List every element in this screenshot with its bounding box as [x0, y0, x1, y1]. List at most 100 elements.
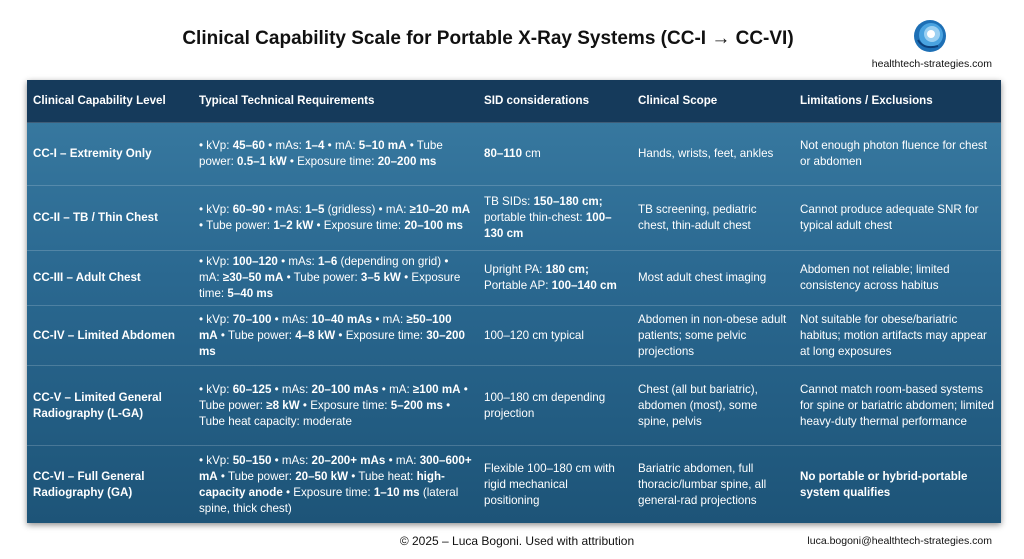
site-url: healthtech-strategies.com [871, 58, 992, 70]
cell-text-bold: 30–200 ms [199, 328, 465, 358]
cell-text: Not suitable for obese/bariatric habitus… [800, 312, 987, 358]
cell-text: • mAs: [264, 203, 306, 217]
cell-text: • Tube power: [217, 328, 296, 342]
table-cell: Upright PA: 180 cm; Portable AP: 100–140… [478, 250, 632, 306]
cell-text: Chest (all but bariatric), abdomen (most… [638, 382, 758, 428]
cell-text: • Tube power: [199, 219, 274, 233]
cell-text-bold: ≥10–20 mA [409, 203, 471, 217]
cell-text: Bariatric abdomen, full thoracic/lumbar … [638, 461, 767, 507]
table-cell: CC-V – Limited General Radiography (L-GA… [27, 365, 193, 446]
logo [914, 20, 946, 52]
cell-text: Cannot match room-based systems for spin… [800, 382, 994, 428]
cell-text: • Tube heat capacity: moderate [199, 398, 451, 428]
table-row: CC-III – Adult Chest • kVp: 100–120 • mAs… [27, 250, 1001, 306]
cell-text-bold: 1–5 [305, 203, 325, 217]
capability-table: Clinical Capability Level Typical Technic… [27, 80, 1001, 523]
table-cell: No portable or hybrid-portable system qu… [794, 445, 1001, 523]
cell-text-bold: ≥8 kW [266, 398, 300, 412]
cell-text-bold: 50–150 [232, 453, 272, 467]
column-header: SID considerations [478, 80, 632, 123]
cell-text-bold: 100–120 [232, 255, 278, 269]
header-row: Clinical Capability Level Typical Technic… [27, 80, 1001, 123]
column-header: Limitations / Exclusions [794, 80, 1001, 123]
cell-text: • mAs: [277, 255, 318, 269]
cell-text: cm [522, 147, 541, 161]
table-row: CC-II – TB / Thin Chest • kVp: 60–90 • mA… [27, 185, 1001, 251]
table-cell: Most adult chest imaging [632, 250, 794, 306]
cell-text-bold: 100–130 cm [484, 211, 612, 241]
column-header: Clinical Capability Level [27, 80, 193, 123]
table-cell: Not enough photon fluence for chest or a… [794, 121, 1001, 186]
cell-text: • kVp: [199, 312, 233, 326]
table-cell: • kVp: 60–90 • mAs: 1–5 (gridless) • mA:… [193, 185, 478, 251]
cell-text: TB SIDs: [484, 195, 534, 209]
cell-text-bold: 1–4 [305, 139, 325, 153]
cell-text-bold: 10–40 mAs [311, 312, 373, 326]
table-cell: • kVp: 45–60 • mAs: 1–4 • mA: 5–10 mA • … [193, 121, 478, 186]
cell-text-bold: CC-V – Limited General Radiography (L-GA… [33, 390, 162, 420]
cell-text-bold: high-capacity anode [199, 469, 445, 499]
cell-text: (depending on grid) • mA: [199, 255, 449, 285]
cell-text: • Exposure time: [286, 155, 378, 169]
cell-text-bold: CC-IV – Limited Abdomen [33, 328, 175, 342]
table-cell: • kVp: 60–125 • mAs: 20–100 mAs • mA: ≥1… [193, 365, 478, 446]
cell-text-bold: 60–125 [232, 382, 272, 396]
table-cell: Hands, wrists, feet, ankles [632, 121, 794, 186]
cell-text-bold: CC-II – TB / Thin Chest [33, 211, 158, 225]
table-cell: Abdomen not reliable; limited consistenc… [794, 250, 1001, 306]
table-cell: Flexible 100–180 cm with rigid mechanica… [478, 445, 632, 523]
cell-text-bold: 3–5 kW [360, 271, 401, 285]
cell-text-bold: 45–60 [232, 139, 265, 153]
cell-text-bold: 20–200+ mAs [311, 453, 386, 467]
title: Clinical Capability Scale for Portable X… [182, 28, 794, 49]
cell-text-bold: 80–110 [484, 147, 523, 161]
cell-text: • mA: [324, 139, 359, 153]
table-cell: CC-III – Adult Chest [27, 250, 193, 306]
cell-text-bold: 300–600+ mA [199, 453, 472, 483]
cell-text-bold: CC-I – Extremity Only [33, 147, 152, 161]
cell-text-bold: 4–8 kW [295, 328, 336, 342]
cell-text: Hands, wrists, feet, ankles [638, 147, 774, 161]
table-cell: CC-VI – Full General Radiography (GA) [27, 445, 193, 523]
cell-text-bold: CC-VI – Full General Radiography (GA) [33, 469, 145, 499]
cell-text: 100–120 cm typical [484, 328, 584, 342]
cell-text: Most adult chest imaging [638, 271, 767, 285]
table-cell: Cannot match room-based systems for spin… [794, 365, 1001, 446]
table-cell: TB screening, pediatric chest, thin-adul… [632, 185, 794, 251]
cell-text: • Tube power: [217, 469, 296, 483]
cell-text: • mAs: [271, 312, 312, 326]
cell-text-bold: CC-III – Adult Chest [33, 271, 141, 285]
table-cell: Abdomen in non-obese adult patients; som… [632, 305, 794, 366]
table-cell: 80–110 cm [478, 121, 632, 186]
table-row: CC-I – Extremity Only • kVp: 45–60 • mAs:… [27, 121, 1001, 186]
cell-text-bold: ≥30–50 mA [222, 271, 284, 285]
cell-text: • Exposure time: [199, 271, 461, 301]
table-cell: Chest (all but bariatric), abdomen (most… [632, 365, 794, 446]
cell-text-bold: 5–10 mA [358, 139, 407, 153]
cell-text: • Exposure time: [313, 219, 405, 233]
cell-text: • mA: [385, 453, 420, 467]
cell-text: • kVp: [199, 453, 233, 467]
cell-text: • kVp: [199, 139, 233, 153]
column-header: Typical Technical Requirements [193, 80, 478, 123]
cell-text: portable thin-chest: [484, 211, 586, 225]
cell-text: • Exposure time: [299, 398, 391, 412]
cell-text-bold: 70–100 [232, 312, 272, 326]
cell-text: • mAs: [264, 139, 306, 153]
cell-text-bold: ≥100 mA [412, 382, 461, 396]
cell-text: • mA: [372, 312, 407, 326]
cell-text: 100–180 cm depending projection [484, 390, 606, 420]
cell-text: • kVp: [199, 255, 233, 269]
table-cell: CC-I – Extremity Only [27, 121, 193, 186]
table-cell: • kVp: 70–100 • mAs: 10–40 mAs • mA: ≥50… [193, 305, 478, 366]
cell-text: Cannot produce adequate SNR for typical … [800, 203, 979, 233]
cell-text-bold: ≥50–100 mA [199, 312, 452, 342]
cell-text-bold: 1–2 kW [273, 219, 314, 233]
cell-text-bold: 5–40 ms [227, 287, 274, 301]
cell-text-bold: 20–200 ms [377, 155, 437, 169]
cell-text: Abdomen in non-obese adult patients; som… [638, 312, 787, 358]
cell-text: • Tube power: [199, 139, 443, 169]
table-cell: • kVp: 100–120 • mAs: 1–6 (depending on … [193, 250, 478, 306]
cell-text: • Tube heat: [348, 469, 417, 483]
